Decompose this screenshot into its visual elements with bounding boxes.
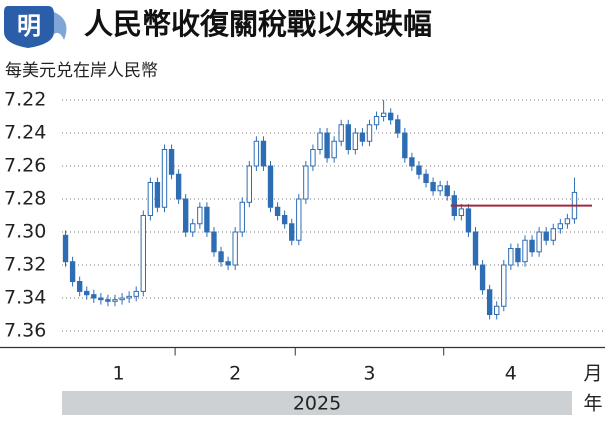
year-label: 2025 xyxy=(293,393,341,415)
y-tick-label: 7.32 xyxy=(4,254,46,276)
candle-body xyxy=(126,295,132,299)
y-tick-label: 7.24 xyxy=(4,122,46,144)
candle-body xyxy=(310,149,316,167)
candle-body xyxy=(119,297,125,301)
candle-body xyxy=(402,132,408,159)
candle-body xyxy=(494,305,500,315)
candle-body xyxy=(303,165,309,200)
y-tick-label: 7.26 xyxy=(4,155,46,177)
candle-body xyxy=(444,185,450,197)
candle-body xyxy=(338,124,344,142)
y-tick-label: 7.30 xyxy=(4,221,46,243)
candle-body xyxy=(296,198,302,241)
candle-body xyxy=(91,294,97,299)
candle-body xyxy=(281,215,288,225)
x-unit: 月 xyxy=(583,363,602,385)
year-bar xyxy=(62,391,572,415)
candle-body xyxy=(197,206,203,225)
candle-body xyxy=(522,239,528,263)
candle-body xyxy=(154,182,161,208)
candle-body xyxy=(161,149,168,208)
candle-body xyxy=(395,119,401,134)
candle-body xyxy=(62,234,69,263)
candle-body xyxy=(289,223,295,241)
candle-body xyxy=(416,165,422,175)
candle-body xyxy=(550,228,556,241)
candle-body xyxy=(352,132,359,150)
candle-body xyxy=(105,299,111,302)
candle-body xyxy=(423,173,429,183)
candle-body xyxy=(218,251,224,263)
candle-body xyxy=(387,112,394,121)
x-tick-label: 1 xyxy=(113,363,125,385)
candle-body xyxy=(175,173,182,200)
candle-body xyxy=(465,208,472,233)
candle-body xyxy=(380,112,387,117)
year-unit: 年 xyxy=(583,393,602,415)
candle-body xyxy=(133,290,139,297)
candle-body xyxy=(543,231,549,241)
y-tick-label: 7.36 xyxy=(4,320,46,342)
y-tick-label: 7.34 xyxy=(4,287,46,309)
candle-body xyxy=(458,208,465,216)
candle-body xyxy=(366,124,373,142)
candle-body xyxy=(536,231,542,253)
candle-body xyxy=(246,165,253,203)
candle-body xyxy=(345,124,351,150)
candle-body xyxy=(204,206,210,233)
candle-body xyxy=(501,264,507,307)
candle-body xyxy=(317,132,323,150)
candle-body xyxy=(211,231,217,253)
candle-body xyxy=(331,140,337,159)
candle-body xyxy=(359,132,366,142)
x-tick-label: 3 xyxy=(363,363,375,385)
candle-body xyxy=(529,239,535,253)
y-tick-label: 7.22 xyxy=(4,89,46,111)
logo-swoosh xyxy=(54,12,67,40)
candle-body xyxy=(479,264,486,291)
candle-body xyxy=(437,185,443,192)
candle-body xyxy=(508,248,514,266)
logo-text: 明 xyxy=(17,12,41,40)
candle-body xyxy=(140,215,146,292)
candle-body xyxy=(324,132,330,159)
candle-body xyxy=(69,261,76,283)
candle-body xyxy=(183,198,189,233)
candle-body xyxy=(98,297,104,301)
candle-body xyxy=(168,149,175,175)
candle-body xyxy=(147,182,154,216)
x-tick-label: 2 xyxy=(229,363,241,385)
logo-badge xyxy=(4,6,54,48)
candle-body xyxy=(76,281,83,292)
candle-body xyxy=(564,218,571,225)
x-tick-label: 4 xyxy=(505,363,517,385)
candle-body xyxy=(373,116,380,126)
candle-body xyxy=(232,231,238,266)
candle-body xyxy=(112,299,118,302)
candle-body xyxy=(190,223,196,233)
candle-body xyxy=(472,231,479,266)
candle-body xyxy=(515,248,521,263)
candle-body xyxy=(267,165,274,208)
candle-body xyxy=(225,261,231,266)
candle-body xyxy=(430,182,436,192)
subtitle: 每美元兑在岸人民幣 xyxy=(5,61,158,81)
y-tick-label: 7.28 xyxy=(4,188,46,210)
candle-body xyxy=(274,206,281,216)
candle-body xyxy=(409,157,415,167)
candle-body xyxy=(486,289,493,315)
chart-title: 人民幣收復關稅戰以來跌幅 xyxy=(84,7,432,41)
candle-body xyxy=(84,290,90,296)
candle-body xyxy=(239,201,245,233)
candle-body xyxy=(260,140,267,167)
candle-body xyxy=(557,223,564,230)
candle-body xyxy=(253,140,260,167)
